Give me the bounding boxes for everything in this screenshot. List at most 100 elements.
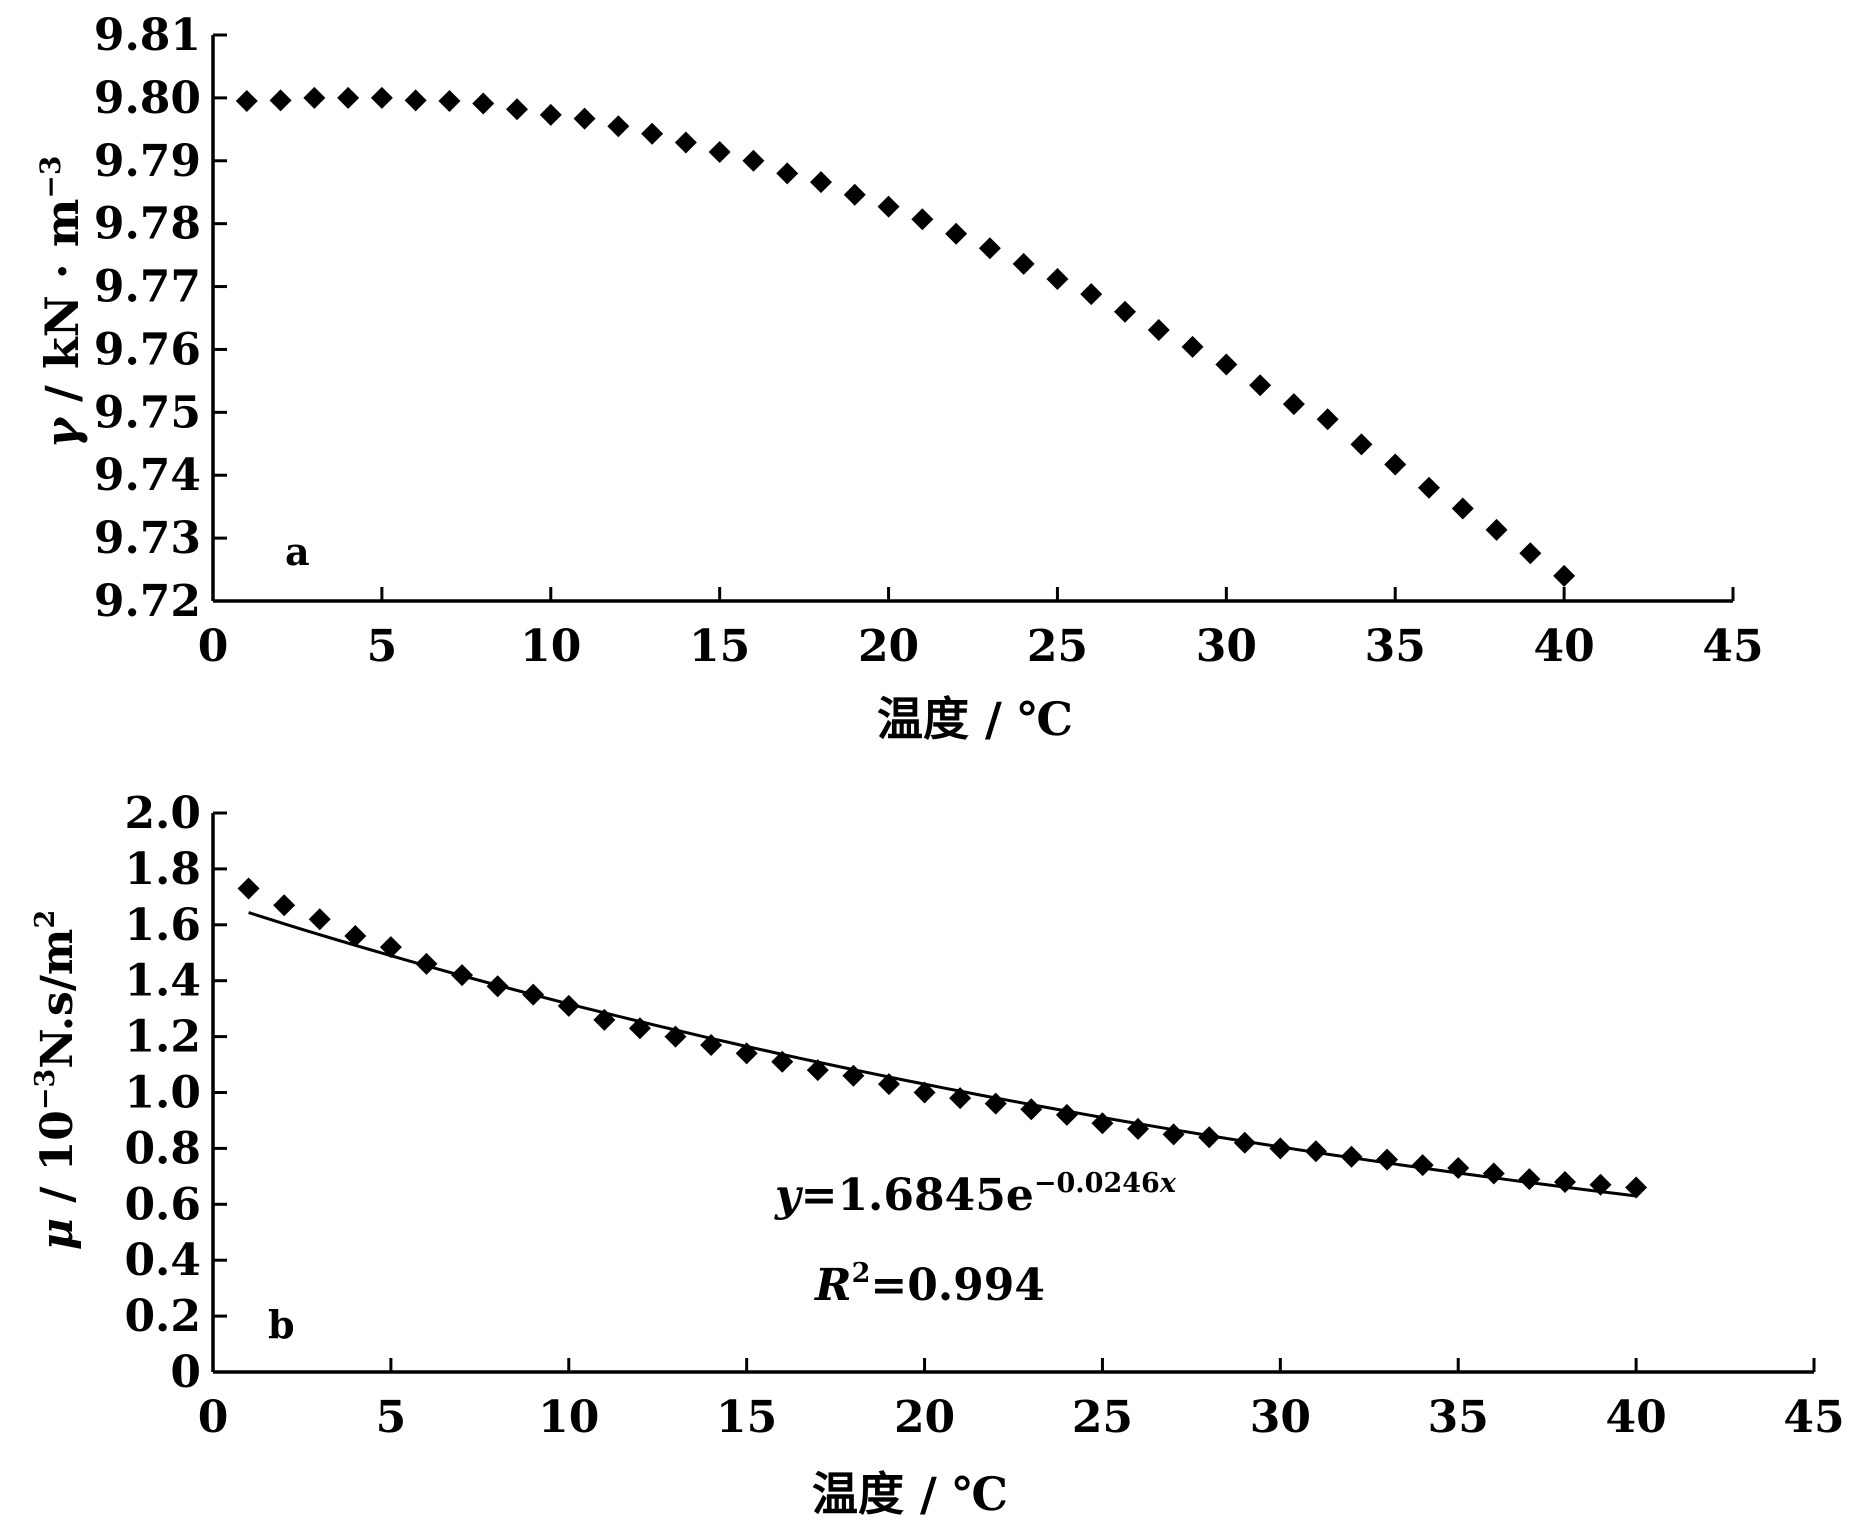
data-point-marker bbox=[1485, 518, 1508, 541]
data-point-marker bbox=[911, 208, 934, 231]
panel-b: 00.20.40.60.81.01.21.41.61.82.0 0 5 10 15 20… bbox=[30, 788, 1845, 1521]
y-tick-label: 9.73 bbox=[94, 513, 201, 564]
data-point-marker bbox=[1282, 393, 1305, 416]
x-tick-label: 40 bbox=[1605, 1392, 1666, 1443]
data-point-marker bbox=[1198, 1126, 1221, 1149]
data-point-marker bbox=[1162, 1123, 1185, 1146]
x-tick-label: 5 bbox=[376, 1392, 407, 1443]
panel-b-y-title-unit-exponent: 2 bbox=[30, 910, 61, 929]
data-point-marker bbox=[628, 1017, 651, 1040]
y-tick-label: 9.74 bbox=[94, 450, 201, 501]
x-tick-label: 45 bbox=[1702, 621, 1763, 672]
data-point-marker bbox=[810, 171, 832, 194]
data-point-marker bbox=[1518, 1168, 1541, 1191]
panel-b-y-title-exponent: −3 bbox=[30, 1069, 61, 1110]
panel-b-y-ticks: 00.20.40.60.81.01.21.41.61.82.0 bbox=[124, 788, 227, 1398]
y-tick-label: 1.2 bbox=[124, 1012, 201, 1063]
data-point-marker bbox=[472, 92, 495, 115]
data-point-marker bbox=[1350, 433, 1373, 456]
x-tick-label: 25 bbox=[1072, 1392, 1133, 1443]
y-tick-label: 0.4 bbox=[124, 1235, 201, 1286]
y-tick-label: 0.6 bbox=[124, 1179, 201, 1230]
panel-a-y-title-symbol: γ bbox=[35, 415, 89, 448]
data-point-marker bbox=[1269, 1137, 1292, 1160]
data-point-marker bbox=[1012, 252, 1035, 275]
data-point-marker bbox=[806, 1059, 829, 1082]
equation-rhs: =1.6845e bbox=[801, 1170, 1034, 1221]
r2-symbol: R bbox=[813, 1260, 852, 1311]
data-point-marker bbox=[1181, 335, 1204, 358]
panel-a-y-title-exponent: −3 bbox=[34, 156, 67, 199]
data-point-marker bbox=[593, 1008, 616, 1031]
data-point-marker bbox=[842, 1064, 865, 1087]
data-point-marker bbox=[1215, 353, 1238, 376]
data-point-marker bbox=[1411, 1154, 1434, 1177]
panel-b-y-title-unit-a: / 10 bbox=[32, 1110, 83, 1218]
y-tick-label: 1.8 bbox=[124, 844, 201, 895]
data-point-marker bbox=[451, 964, 474, 987]
panel-b-equation: y=1.6845e−0.0246x bbox=[774, 1168, 1177, 1221]
data-point-marker bbox=[1080, 283, 1103, 306]
data-point-marker bbox=[506, 98, 528, 121]
data-point-marker bbox=[1418, 476, 1440, 499]
y-tick-label: 2.0 bbox=[124, 788, 201, 839]
data-point-marker bbox=[235, 90, 258, 113]
y-tick-label: 9.72 bbox=[94, 576, 201, 627]
y-tick-label: 1.0 bbox=[124, 1068, 201, 1119]
panel-b-r-squared: R2=0.994 bbox=[813, 1258, 1045, 1311]
data-point-marker bbox=[1249, 374, 1272, 397]
r2-value: =0.994 bbox=[870, 1260, 1045, 1311]
x-tick-label: 35 bbox=[1365, 621, 1426, 672]
y-tick-label: 9.78 bbox=[94, 199, 201, 250]
x-tick-label: 15 bbox=[689, 621, 750, 672]
data-point-marker bbox=[1519, 542, 1542, 565]
panel-b-data-points bbox=[237, 877, 1648, 1199]
panel-a-y-axis-title: γ / kN · m−3 bbox=[34, 156, 89, 449]
data-point-marker bbox=[522, 983, 545, 1006]
panel-b-x-ticks: 0 5 10 15 20 25 30 35 40 45 bbox=[198, 1358, 1845, 1443]
data-point-marker bbox=[708, 140, 731, 163]
data-point-marker bbox=[438, 90, 461, 113]
data-point-marker bbox=[978, 237, 1001, 260]
data-point-marker bbox=[1147, 318, 1170, 341]
y-tick-label: 9.76 bbox=[94, 324, 201, 375]
panel-b-trendline bbox=[248, 911, 1637, 1198]
data-point-marker bbox=[641, 122, 664, 145]
data-point-marker bbox=[1020, 1098, 1043, 1121]
data-point-marker bbox=[945, 222, 968, 245]
data-point-marker bbox=[344, 924, 367, 947]
y-tick-label: 0 bbox=[170, 1347, 201, 1398]
panel-b-y-axis-title: μ / 10−3N.s/m2 bbox=[30, 910, 83, 1251]
panel-a-y-title-unit: / kN · m bbox=[35, 199, 89, 418]
x-tick-label: 25 bbox=[1027, 621, 1088, 672]
data-point-marker bbox=[843, 183, 866, 206]
panel-a-y-ticks: 9.72 9.73 9.74 9.75 9.76 9.77 9.78 9.79 9.80 9.81 bbox=[94, 10, 227, 627]
data-point-marker bbox=[607, 115, 630, 138]
panel-a-data-points bbox=[235, 86, 1576, 587]
panel-a-x-ticks: 0 5 10 15 20 25 30 35 40 45 bbox=[198, 587, 1764, 672]
data-point-marker bbox=[1114, 300, 1136, 323]
data-point-marker bbox=[1127, 1117, 1150, 1140]
x-tick-label: 20 bbox=[894, 1392, 955, 1443]
data-point-marker bbox=[1304, 1140, 1327, 1163]
data-point-marker bbox=[539, 103, 562, 126]
data-point-marker bbox=[1482, 1162, 1505, 1185]
data-point-marker bbox=[1046, 268, 1069, 291]
panel-a-x-axis-title: 温度 / ℃ bbox=[877, 692, 1073, 746]
panel-b-x-axis-title: 温度 / ℃ bbox=[812, 1467, 1008, 1521]
equation-exponent-variable: x bbox=[1159, 1168, 1177, 1199]
x-tick-label: 15 bbox=[716, 1392, 777, 1443]
y-tick-label: 9.75 bbox=[94, 387, 201, 438]
data-point-marker bbox=[269, 89, 292, 112]
data-point-marker bbox=[1340, 1145, 1363, 1168]
data-point-marker bbox=[913, 1081, 936, 1104]
data-point-marker bbox=[573, 107, 596, 130]
equation-exponent: −0.0246 bbox=[1034, 1168, 1160, 1199]
x-tick-label: 40 bbox=[1533, 621, 1594, 672]
x-tick-label: 5 bbox=[367, 621, 398, 672]
data-point-marker bbox=[1625, 1176, 1648, 1199]
y-tick-label: 9.80 bbox=[94, 73, 201, 124]
x-tick-label: 20 bbox=[858, 621, 919, 672]
panel-a: 9.72 9.73 9.74 9.75 9.76 9.77 9.78 9.79 9.80 9.81… bbox=[34, 10, 1764, 746]
panel-b-y-title-unit-b: N.s/m bbox=[32, 929, 83, 1069]
